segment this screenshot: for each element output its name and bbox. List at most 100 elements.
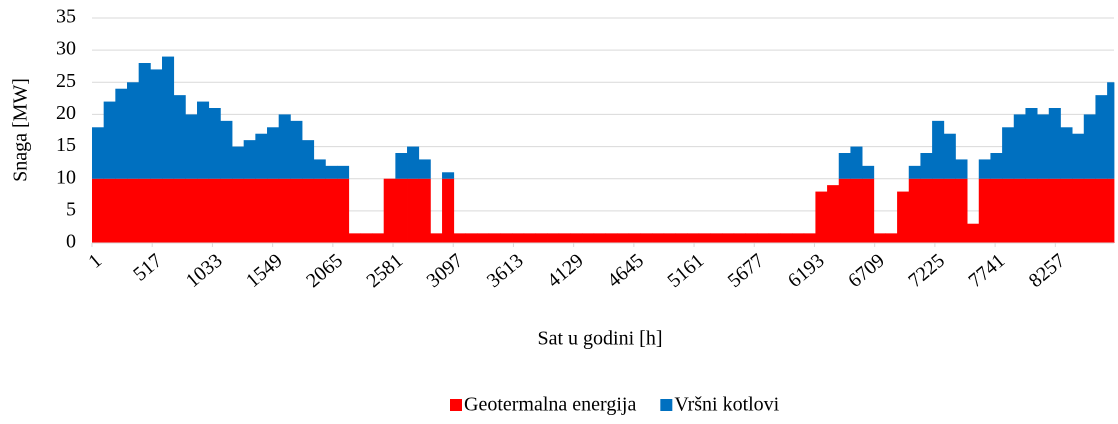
- bar-segment: [745, 233, 758, 243]
- bar-segment: [990, 178, 1003, 243]
- bar-segment: [267, 178, 280, 243]
- bar-segment: [652, 233, 665, 243]
- bar-segment: [908, 165, 921, 179]
- legend-label: Vršni kotlovi: [674, 394, 779, 416]
- bar-segment: [162, 178, 175, 243]
- x-tick-label: 2065: [302, 249, 347, 292]
- bar-segment: [1107, 178, 1115, 243]
- legend-swatch: [450, 399, 462, 411]
- bar-segment: [593, 233, 606, 243]
- bar-segment: [897, 191, 910, 243]
- bar-segment: [1037, 114, 1050, 179]
- bar-segment: [348, 233, 361, 243]
- x-tick-label: 1549: [242, 249, 287, 292]
- bar-segment: [407, 178, 420, 243]
- bar-segment: [127, 178, 140, 243]
- bar-segment: [862, 178, 875, 243]
- x-tick-label: 3613: [483, 249, 528, 292]
- bar-segment: [185, 114, 198, 179]
- x-tick-label: 5677: [724, 249, 769, 292]
- bar-segment: [395, 153, 408, 179]
- bar-segment: [757, 233, 770, 243]
- x-tick-label: 6193: [784, 249, 829, 292]
- bar-segment: [418, 159, 431, 179]
- bar-segment: [1095, 95, 1108, 179]
- bar-segment: [418, 178, 431, 243]
- bar-segment: [197, 178, 210, 243]
- bar-segment: [267, 127, 280, 179]
- x-tick-label: 517: [129, 249, 166, 285]
- bar-segment: [850, 146, 863, 179]
- bar-segment: [477, 233, 490, 243]
- bar-segment: [407, 146, 420, 179]
- bar-segment: [173, 95, 186, 179]
- bar-segment: [127, 82, 140, 179]
- bar-segment: [92, 127, 105, 179]
- bar-segment: [535, 233, 548, 243]
- bar-segment: [1048, 178, 1061, 243]
- bar-segment: [220, 120, 233, 179]
- bar-segment: [150, 178, 163, 243]
- bar-segment: [1083, 178, 1096, 243]
- bar-segment: [115, 88, 128, 179]
- bar-segment: [255, 133, 268, 179]
- bar-segment: [220, 178, 233, 243]
- x-tick-label: 2581: [362, 249, 407, 292]
- bar-segment: [313, 178, 326, 243]
- bar-segment: [1037, 178, 1050, 243]
- bar-segment: [1095, 178, 1108, 243]
- y-tick-label: 15: [56, 134, 76, 156]
- x-tick-label: 1: [84, 249, 106, 272]
- bar-segment: [232, 178, 245, 243]
- bar-segment: [302, 140, 315, 179]
- bar-segment: [255, 178, 268, 243]
- bar-segment: [932, 120, 945, 179]
- bar-segment: [675, 233, 688, 243]
- bar-segment: [780, 233, 793, 243]
- bar-segment: [278, 114, 291, 179]
- bar-segment: [873, 233, 886, 243]
- bar-segment: [313, 159, 326, 179]
- bar-segment: [990, 153, 1003, 179]
- bar-segment: [920, 178, 933, 243]
- y-tick-label: 20: [56, 102, 76, 124]
- bar-segment: [1072, 178, 1085, 243]
- bar-segment: [173, 178, 186, 243]
- bar-segment: [908, 178, 921, 243]
- bar-segment: [115, 178, 128, 243]
- bar-segment: [138, 63, 151, 179]
- bar-segment: [838, 153, 851, 179]
- bar-segment: [862, 165, 875, 179]
- x-tick-label: 5161: [663, 249, 708, 292]
- x-tick-label: 6709: [844, 249, 889, 292]
- bar-segment: [197, 101, 210, 179]
- bar-segment: [943, 133, 956, 179]
- bar-segment: [442, 172, 455, 179]
- bar-segment: [582, 233, 595, 243]
- bar-segment: [302, 178, 315, 243]
- bar-segment: [523, 233, 536, 243]
- bar-segment: [640, 233, 653, 243]
- bar-segment: [430, 233, 443, 243]
- bar-segment: [803, 233, 816, 243]
- bar-segment: [383, 178, 396, 243]
- bar-segment: [710, 233, 723, 243]
- bar-segment: [360, 233, 373, 243]
- bar-segment: [500, 233, 513, 243]
- bar-segment: [162, 56, 175, 179]
- x-tick-label: 7225: [904, 249, 949, 292]
- x-tick-label: 1033: [182, 249, 227, 292]
- bar-segment: [1013, 114, 1026, 179]
- y-tick-label: 0: [66, 231, 76, 253]
- bar-segment: [978, 159, 991, 179]
- bar-segment: [920, 153, 933, 179]
- bar-segment: [243, 140, 256, 179]
- bar-segment: [617, 233, 630, 243]
- bar-segment: [1060, 127, 1073, 179]
- bar-segment: [442, 178, 455, 243]
- bar-segment: [885, 233, 898, 243]
- bar-segment: [1072, 133, 1085, 179]
- bar-segment: [278, 178, 291, 243]
- bar-segment: [1013, 178, 1026, 243]
